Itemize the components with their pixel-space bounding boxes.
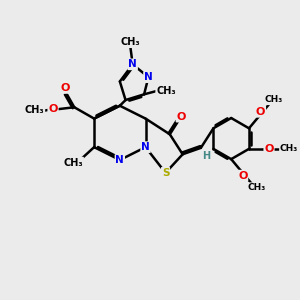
Text: N: N	[116, 155, 124, 165]
Text: N: N	[144, 72, 153, 82]
Text: CH₃: CH₃	[156, 86, 176, 96]
Text: N: N	[141, 142, 150, 152]
Text: H: H	[202, 151, 210, 161]
Text: CH₃: CH₃	[121, 37, 140, 47]
Text: CH₃: CH₃	[25, 105, 44, 115]
Text: O: O	[60, 83, 70, 93]
Text: S: S	[162, 168, 169, 178]
Text: O: O	[176, 112, 186, 122]
Text: O: O	[264, 144, 274, 154]
Text: O: O	[238, 171, 247, 181]
Text: O: O	[256, 107, 265, 117]
Text: CH₃: CH₃	[64, 158, 83, 167]
Text: CH₃: CH₃	[265, 95, 283, 104]
Text: CH₃: CH₃	[247, 183, 266, 192]
Text: N: N	[128, 59, 137, 69]
Text: CH₃: CH₃	[280, 144, 298, 153]
Text: O: O	[48, 104, 58, 114]
